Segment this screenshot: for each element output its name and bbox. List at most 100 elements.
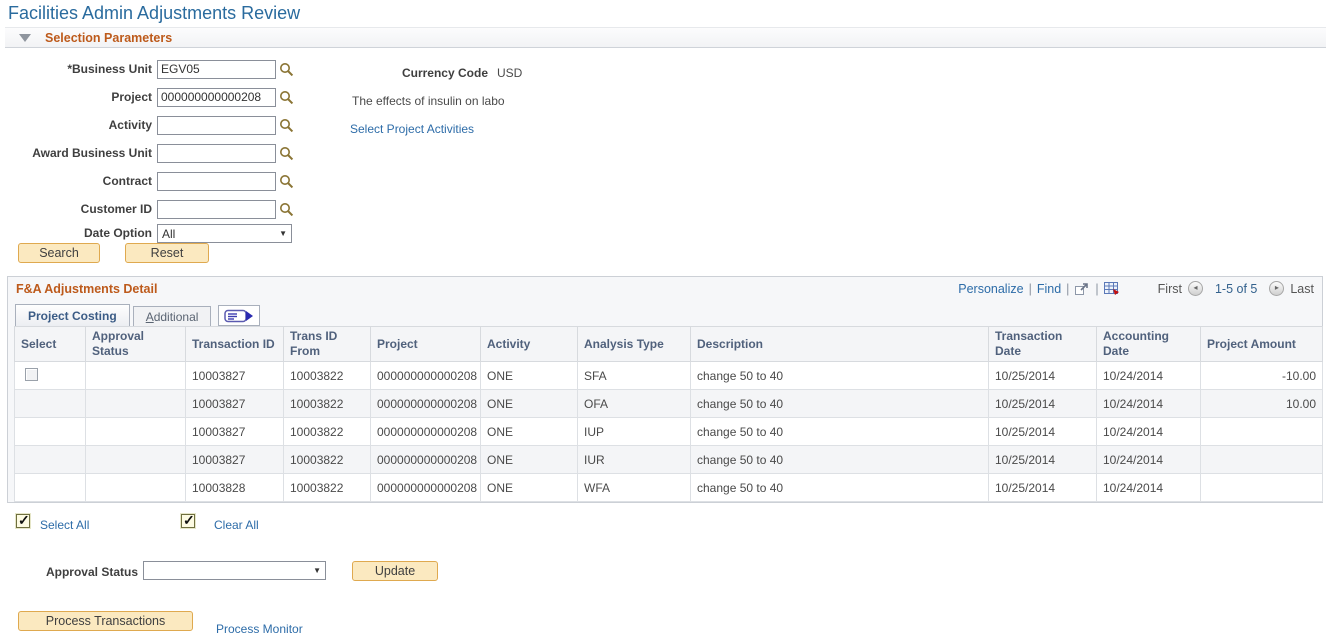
cell-project: 000000000000208 xyxy=(370,473,481,502)
cell-approval-status xyxy=(85,445,186,474)
cell-project: 000000000000208 xyxy=(370,361,481,390)
pager-next-button[interactable] xyxy=(1269,281,1285,296)
contract-label: Contract xyxy=(102,174,152,188)
section-title: Selection Parameters xyxy=(45,30,173,45)
select-all-link[interactable]: Select All xyxy=(40,518,90,532)
col-accounting-date: Accounting Date xyxy=(1096,326,1201,362)
cell-transaction-id: 10003827 xyxy=(185,417,284,446)
customer-id-lookup-icon[interactable] xyxy=(279,202,294,217)
tab-project-costing[interactable]: Project Costing xyxy=(15,304,130,326)
selection-parameters-section-header[interactable]: Selection Parameters xyxy=(5,27,1326,48)
cell-description: change 50 to 40 xyxy=(690,417,989,446)
contract-lookup-icon[interactable] xyxy=(279,174,294,189)
cell-transaction-date: 10/25/2014 xyxy=(988,445,1097,474)
activity-lookup-icon[interactable] xyxy=(279,118,294,133)
customer-id-input[interactable] xyxy=(157,199,276,219)
date-option-row: Date Option All xyxy=(0,223,292,243)
cell-select xyxy=(14,473,86,502)
col-select: Select xyxy=(14,326,86,362)
activity-input[interactable] xyxy=(157,115,276,135)
grid-pager: First 1-5 of 5 Last xyxy=(1158,281,1314,296)
activity-label: Activity xyxy=(108,118,152,132)
cell-description: change 50 to 40 xyxy=(690,473,989,502)
reset-button[interactable]: Reset xyxy=(125,243,209,263)
cell-project-amount: 10.00 xyxy=(1200,389,1323,418)
cell-project-amount xyxy=(1200,473,1323,502)
cell-trans-id-from: 10003822 xyxy=(283,361,371,390)
cell-transaction-id: 10003827 xyxy=(185,445,284,474)
cell-accounting-date: 10/24/2014 xyxy=(1096,389,1201,418)
award-business-unit-row: Award Business Unit xyxy=(0,143,294,163)
table-row: 10003827 10003822 000000000000208 ONE OF… xyxy=(14,389,1323,418)
business-unit-lookup-icon[interactable] xyxy=(279,62,294,77)
personalize-link[interactable]: Personalize xyxy=(958,281,1024,296)
cell-transaction-id: 10003828 xyxy=(185,473,284,502)
cell-trans-id-from: 10003822 xyxy=(283,389,371,418)
cell-approval-status xyxy=(85,473,186,502)
project-input[interactable] xyxy=(157,87,276,107)
find-link[interactable]: Find xyxy=(1036,281,1062,296)
pager-range: 1-5 of 5 xyxy=(1214,281,1258,296)
cell-accounting-date: 10/24/2014 xyxy=(1096,473,1201,502)
download-to-excel-icon[interactable] xyxy=(1103,281,1120,296)
award-business-unit-input[interactable] xyxy=(157,143,276,163)
process-monitor-link[interactable]: Process Monitor xyxy=(216,622,303,636)
page-title: Facilities Admin Adjustments Review xyxy=(8,3,301,23)
project-description-text: The effects of insulin on labo xyxy=(352,94,505,108)
cell-analysis-type: IUR xyxy=(577,445,691,474)
process-transactions-button[interactable]: Process Transactions xyxy=(18,611,193,631)
fa-adjustments-grid: F&A Adjustments Detail Personalize | Fin… xyxy=(7,276,1323,503)
business-unit-input[interactable] xyxy=(157,59,276,79)
col-transaction-date: Transaction Date xyxy=(988,326,1097,362)
cell-transaction-date: 10/25/2014 xyxy=(988,473,1097,502)
project-lookup-icon[interactable] xyxy=(279,90,294,105)
col-approval-status: Approval Status xyxy=(85,326,186,362)
tab-additional[interactable]: Additional xyxy=(132,306,212,326)
date-option-select[interactable]: All xyxy=(157,223,292,243)
project-label: Project xyxy=(111,90,152,104)
table-row: 10003828 10003822 000000000000208 ONE WF… xyxy=(14,473,1323,502)
award-business-unit-lookup-icon[interactable] xyxy=(279,146,294,161)
approval-status-label: Approval Status xyxy=(45,565,138,579)
cell-trans-id-from: 10003822 xyxy=(283,445,371,474)
pager-first-label[interactable]: First xyxy=(1157,281,1182,296)
view-all-popup-icon[interactable] xyxy=(1074,282,1090,296)
cell-select xyxy=(14,389,86,418)
cell-activity: ONE xyxy=(480,361,578,390)
cell-analysis-type: IUP xyxy=(577,417,691,446)
contract-row: Contract xyxy=(0,171,294,191)
cell-activity: ONE xyxy=(480,445,578,474)
contract-input[interactable] xyxy=(157,171,276,191)
cell-select xyxy=(14,445,86,474)
fa-adjustments-table: Select Approval Status Transaction ID Tr… xyxy=(14,326,1323,502)
pager-last-label[interactable]: Last xyxy=(1290,281,1314,296)
select-project-activities-link[interactable]: Select Project Activities xyxy=(350,122,475,136)
customer-id-label: Customer ID xyxy=(80,202,152,216)
show-all-columns-icon[interactable] xyxy=(218,305,261,326)
table-row: 10003827 10003822 000000000000208 ONE IU… xyxy=(14,417,1323,446)
col-activity: Activity xyxy=(480,326,578,362)
search-button[interactable]: Search xyxy=(18,243,100,263)
cell-project-amount: -10.00 xyxy=(1200,361,1323,390)
cell-description: change 50 to 40 xyxy=(690,445,989,474)
approval-status-select[interactable] xyxy=(143,561,326,580)
award-business-unit-label: Award Business Unit xyxy=(32,146,152,160)
table-row: 10003827 10003822 000000000000208 ONE SF… xyxy=(14,361,1323,390)
cell-trans-id-from: 10003822 xyxy=(283,473,371,502)
cell-activity: ONE xyxy=(480,389,578,418)
clear-all-link[interactable]: Clear All xyxy=(214,518,259,532)
select-all-checkbox-icon[interactable] xyxy=(16,512,30,529)
cell-analysis-type: WFA xyxy=(577,473,691,502)
pager-previous-button[interactable] xyxy=(1187,281,1203,296)
update-button[interactable]: Update xyxy=(352,561,438,581)
cell-analysis-type: SFA xyxy=(577,361,691,390)
toolbar-separator: | xyxy=(1095,281,1099,296)
collapse-section-icon[interactable] xyxy=(19,33,31,42)
row-select-checkbox[interactable] xyxy=(25,367,38,381)
clear-all-checkbox-icon[interactable] xyxy=(181,512,195,529)
cell-transaction-date: 10/25/2014 xyxy=(988,389,1097,418)
grid-toolbar: Personalize | Find | | First 1-5 of 5 La… xyxy=(958,281,1314,296)
grid-title: F&A Adjustments Detail xyxy=(16,281,158,296)
cell-transaction-id: 10003827 xyxy=(185,389,284,418)
cell-approval-status xyxy=(85,389,186,418)
